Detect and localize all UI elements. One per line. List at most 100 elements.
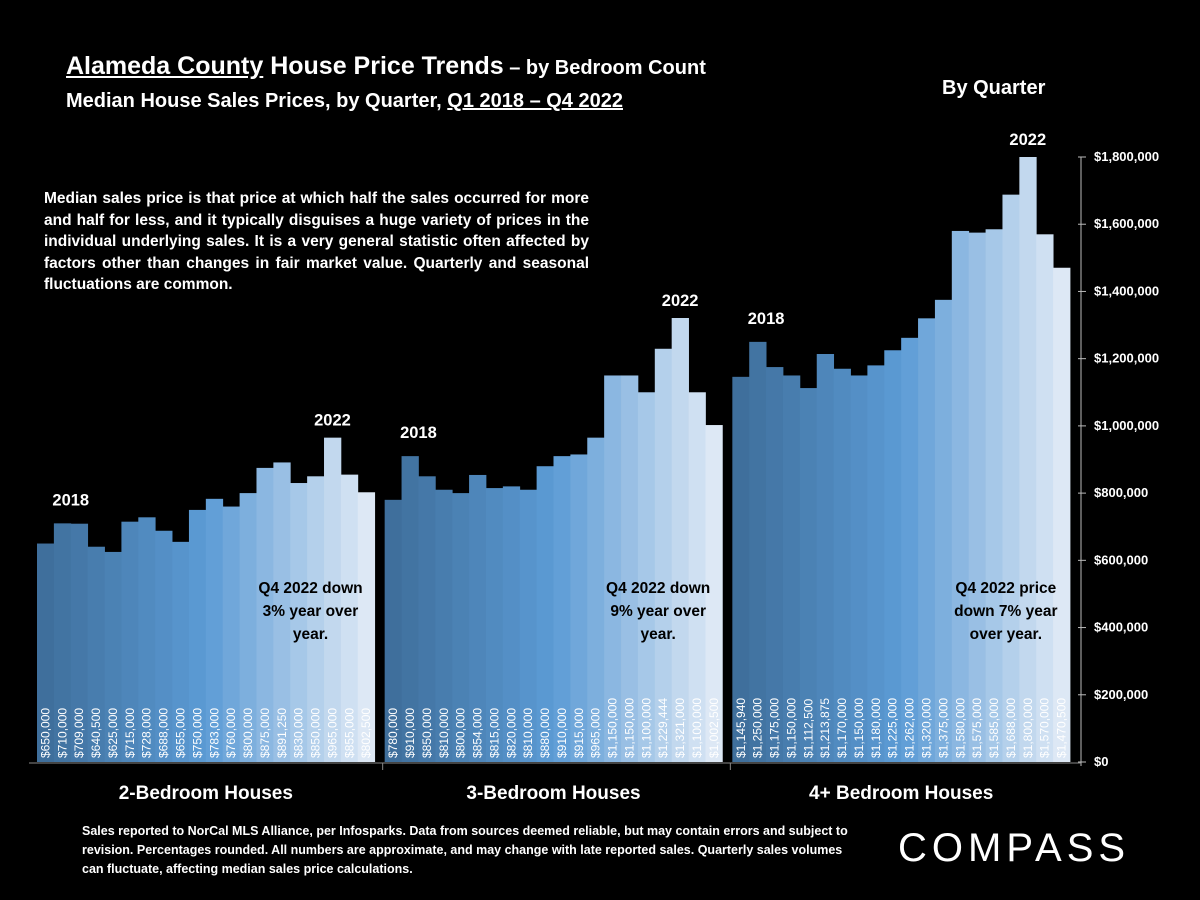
bar-value-label: $850,000 — [420, 708, 434, 758]
bar-value-label: $715,000 — [123, 708, 137, 758]
bar-value-label: $1,580,000 — [953, 698, 967, 758]
bar — [799, 388, 818, 762]
bar — [1053, 267, 1071, 762]
bar-value-label: $820,000 — [504, 708, 518, 758]
bar-value-label: $1,175,000 — [768, 698, 782, 758]
bar-value-label: $625,000 — [106, 708, 120, 758]
subtitle-range: Q1 2018 – Q4 2022 — [447, 90, 623, 112]
bar — [239, 493, 257, 762]
bar-value-label: $802,500 — [359, 708, 373, 758]
annotation-line: year. — [640, 626, 675, 643]
bar — [384, 499, 402, 762]
category-label: 3-Bedroom Houses — [466, 783, 640, 804]
bar — [121, 521, 139, 762]
bar-value-label: $1,262,000 — [903, 698, 917, 758]
by-quarter-label: By Quarter — [942, 77, 1046, 99]
bar — [732, 376, 750, 762]
bar — [705, 425, 723, 762]
bar — [307, 476, 325, 762]
description-text: Median sales price is that price at whic… — [44, 190, 589, 293]
category-label: 4+ Bedroom Houses — [809, 783, 993, 804]
bar — [587, 437, 605, 762]
bar-value-label: $855,000 — [342, 708, 356, 758]
bar-value-label: $891,250 — [275, 708, 289, 758]
bar-value-label: $800,000 — [241, 708, 255, 758]
bar-value-label: $1,150,000 — [606, 698, 620, 758]
year-label-start: 2018 — [400, 424, 437, 442]
bar — [485, 488, 504, 762]
annotation-line: over year. — [970, 626, 1042, 643]
chart-subtitle: Median House Sales Prices, by Quarter, Q… — [66, 90, 623, 113]
bar-value-label: $810,000 — [521, 708, 535, 758]
footer-note: Sales reported to NorCal MLS Alliance, p… — [82, 824, 848, 876]
bar-value-label: $1,229,444 — [656, 698, 670, 758]
bar — [934, 299, 953, 762]
bar-value-label: $1,150,000 — [784, 698, 798, 758]
chart-title: Alameda County House Price Trends – by B… — [66, 52, 706, 81]
bar-value-label: $830,000 — [292, 708, 306, 758]
year-label-end: 2022 — [314, 412, 351, 430]
bar — [968, 232, 986, 762]
bar — [536, 466, 554, 762]
bar — [833, 368, 851, 762]
bar-value-label: $688,000 — [157, 708, 171, 758]
bar-value-label: $1,112,500 — [801, 699, 815, 758]
bar — [155, 530, 173, 762]
bar — [502, 486, 521, 762]
bar — [87, 546, 105, 762]
bar — [850, 375, 868, 762]
bar-value-label: $1,150,000 — [852, 698, 866, 758]
year-label-start: 2018 — [748, 310, 785, 328]
bar-value-label: $850,000 — [309, 708, 323, 758]
bar — [452, 493, 470, 762]
bar-value-label: $915,000 — [572, 708, 586, 758]
bar-value-label: $1,170,000 — [835, 698, 849, 758]
bar — [901, 337, 919, 762]
bar — [324, 437, 342, 762]
bar — [1036, 234, 1054, 763]
bar — [918, 318, 936, 762]
bar — [205, 498, 224, 762]
bar — [70, 523, 89, 762]
bar-value-label: $965,000 — [589, 708, 603, 758]
category-label: 2-Bedroom Houses — [119, 783, 293, 804]
bar-value-label: $810,000 — [437, 708, 451, 758]
annotation-line: 9% year over — [610, 603, 706, 620]
annotation-line: down 7% year — [954, 603, 1057, 620]
bar-value-label: $880,000 — [538, 708, 552, 758]
year-label-end: 2022 — [662, 292, 699, 310]
bar-value-label: $750,000 — [190, 708, 204, 758]
bar — [671, 317, 689, 762]
bar — [469, 474, 487, 762]
bar-value-label: $910,000 — [403, 708, 417, 758]
bar-value-label: $800,000 — [454, 708, 468, 758]
y-tick-label: $400,000 — [1094, 620, 1148, 635]
annotation-line: year. — [293, 626, 328, 643]
bar-value-label: $728,000 — [140, 708, 154, 758]
bar — [104, 551, 122, 762]
y-tick-label: $800,000 — [1094, 485, 1148, 500]
bar — [553, 456, 571, 762]
bar — [290, 483, 308, 762]
annotation-line: Q4 2022 price — [955, 580, 1056, 597]
bar-value-label: $760,000 — [224, 708, 238, 758]
bar — [688, 392, 706, 762]
title-suffix: – by Bedroom Count — [503, 57, 706, 79]
bar-value-label: $1,570,000 — [1038, 698, 1052, 758]
y-tick-label: $1,800,000 — [1094, 149, 1159, 164]
bar — [340, 474, 359, 762]
bar — [418, 476, 436, 762]
bar-value-label: $1,145,940 — [734, 698, 748, 758]
bar — [357, 492, 376, 762]
y-tick-label: $1,000,000 — [1094, 418, 1159, 433]
bar — [188, 509, 207, 762]
annotation-line: Q4 2022 down — [606, 580, 710, 597]
bar — [222, 506, 240, 762]
bar — [621, 375, 639, 762]
bar — [766, 367, 784, 762]
bar — [985, 229, 1003, 762]
bar — [273, 462, 291, 762]
bar-value-label: $650,000 — [38, 708, 52, 758]
year-label-end: 2022 — [1009, 131, 1046, 149]
